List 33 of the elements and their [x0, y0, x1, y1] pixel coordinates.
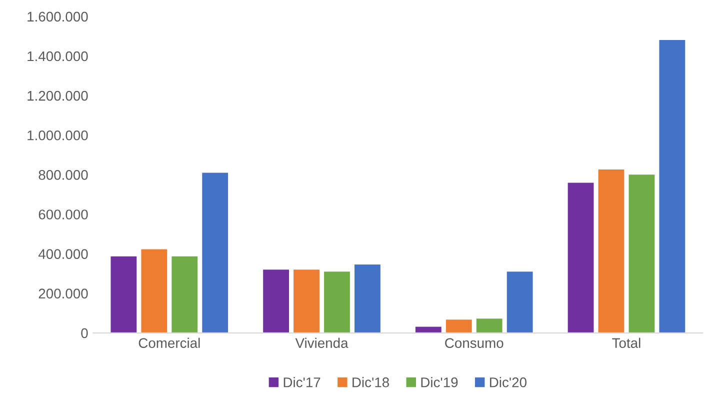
bar: [110, 256, 137, 333]
y-tick-label: 200.000: [38, 288, 88, 299]
x-tick-label: Vivienda: [295, 338, 348, 348]
x-tick-label: Consumo: [445, 338, 504, 348]
bar: [598, 170, 624, 333]
legend-label: Dic'18: [352, 377, 389, 388]
y-tick-label: 1.200.000: [28, 90, 88, 101]
bar: [354, 264, 380, 333]
y-tick-label: 400.000: [38, 249, 88, 259]
legend-label: Dic'19: [421, 377, 458, 388]
bar: [415, 326, 442, 333]
legend-label: Dic'17: [284, 377, 320, 388]
y-tick-label: 0: [81, 328, 88, 338]
bar: [446, 320, 472, 333]
y-tick-label: 1.600.000: [28, 12, 88, 22]
bar: [141, 249, 168, 333]
bar: [476, 318, 502, 333]
bar: [324, 272, 350, 333]
bar: [172, 256, 198, 333]
y-tick-label: 1.400.000: [28, 51, 88, 62]
y-tick-label: 1.000.000: [28, 130, 88, 140]
bar: [263, 270, 289, 333]
y-tick-label: 800.000: [38, 170, 88, 180]
x-tick-label: Comercial: [138, 338, 200, 348]
bar: [506, 272, 533, 333]
x-tick-label: Total: [612, 338, 640, 348]
legend-label: Dic'20: [490, 377, 526, 388]
bar: [294, 270, 320, 333]
bar: [568, 182, 594, 333]
bar: [628, 174, 655, 333]
bar: [202, 172, 228, 333]
y-tick-label: 600.000: [38, 210, 88, 220]
bar: [659, 40, 686, 333]
